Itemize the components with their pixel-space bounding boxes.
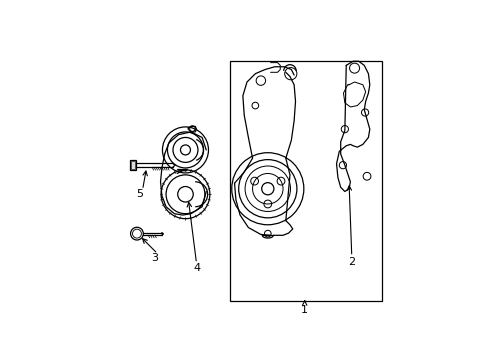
Bar <box>229 61 382 301</box>
Text: 4: 4 <box>193 263 200 273</box>
Text: 2: 2 <box>347 257 355 267</box>
Bar <box>131 161 135 169</box>
Text: 1: 1 <box>301 305 307 315</box>
Text: 3: 3 <box>151 253 158 263</box>
Bar <box>130 160 136 170</box>
Text: 5: 5 <box>136 189 143 199</box>
